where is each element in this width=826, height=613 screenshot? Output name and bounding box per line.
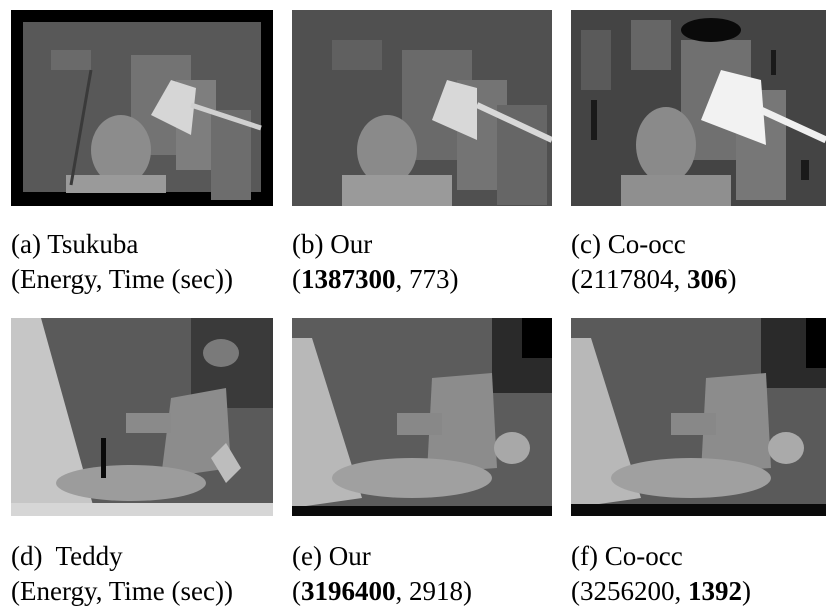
caption-tsukuba-co-occ: (c) Co-occ (2117804, 306) xyxy=(571,227,737,297)
tsukuba-ground-truth-image xyxy=(11,10,273,206)
caption-title: (d) Teddy xyxy=(11,541,123,571)
caption-title: (b) Our xyxy=(292,229,373,259)
caption-teddy-co-occ: (f) Co-occ (3256200, 1392) xyxy=(571,539,751,609)
energy-value: 3256200 xyxy=(580,576,675,606)
caption-subtitle: (Energy, Time (sec)) xyxy=(11,576,233,606)
caption-title: (f) Co-occ xyxy=(571,541,683,571)
caption-values: (3256200, 1392) xyxy=(571,576,751,606)
caption-teddy: (d) Teddy (Energy, Time (sec)) xyxy=(11,539,233,609)
caption-title: (c) Co-occ xyxy=(571,229,686,259)
caption-values: (1387300, 773) xyxy=(292,264,459,294)
caption-values: (2117804, 306) xyxy=(571,264,737,294)
caption-subtitle: (Energy, Time (sec)) xyxy=(11,264,233,294)
tsukuba-co-occ-result-image xyxy=(571,10,826,206)
teddy-our-result-image xyxy=(292,318,552,516)
caption-title: (a) Tsukuba xyxy=(11,229,139,259)
time-value: 306 xyxy=(687,264,728,294)
caption-title: (e) Our xyxy=(292,541,371,571)
caption-values: (3196400, 2918) xyxy=(292,576,472,606)
tsukuba-our-result-image xyxy=(292,10,552,206)
time-value: 2918 xyxy=(409,576,463,606)
energy-value: 3196400 xyxy=(301,576,396,606)
energy-value: 1387300 xyxy=(301,264,396,294)
caption-teddy-our: (e) Our (3196400, 2918) xyxy=(292,539,472,609)
energy-value: 2117804 xyxy=(580,264,674,294)
caption-tsukuba: (a) Tsukuba (Energy, Time (sec)) xyxy=(11,227,233,297)
teddy-co-occ-result-image xyxy=(571,318,826,516)
caption-tsukuba-our: (b) Our (1387300, 773) xyxy=(292,227,459,297)
time-value: 1392 xyxy=(688,576,742,606)
time-value: 773 xyxy=(409,264,450,294)
teddy-ground-truth-image xyxy=(11,318,273,516)
